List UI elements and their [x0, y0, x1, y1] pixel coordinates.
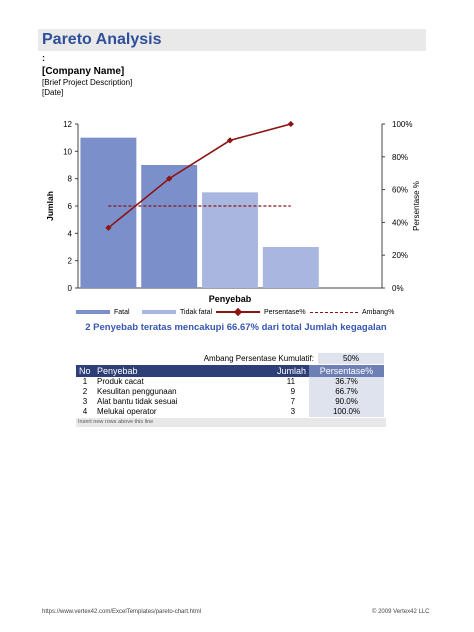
- header-persentase: Persentase%: [309, 365, 384, 377]
- legend-label-ambang: Ambang%: [362, 308, 395, 316]
- y-axis-label: Jumlah: [45, 191, 55, 221]
- y-tick-label: 12: [63, 120, 72, 129]
- project-description: [Brief Project Description]: [42, 78, 133, 87]
- y-tick-label: 2: [68, 257, 73, 266]
- threshold-label: Ambang Persentase Kumulatif:: [203, 354, 314, 363]
- summary-text: 2 Penyebab teratas mencakupi 66.67% dari…: [85, 322, 387, 333]
- cell-jumlah[interactable]: 9: [290, 387, 296, 396]
- colon-label: :: [42, 53, 45, 63]
- footer-copyright: © 2009 Vertex42 LLC: [372, 609, 430, 615]
- legend-swatch-ambang: [310, 311, 358, 313]
- cell-jumlah[interactable]: 3: [290, 407, 296, 416]
- persentase-point: [287, 120, 294, 128]
- y2-tick-label: 20%: [392, 251, 408, 260]
- cell-penyebab[interactable]: Kesulitan penggunaan: [97, 387, 177, 396]
- cell-jumlah[interactable]: 7: [290, 397, 296, 406]
- cell-penyebab[interactable]: Alat bantu tidak sesuai: [97, 397, 178, 406]
- pareto-chart: 0 2 4 6 8 10 12 0% 20% 40% 60% 80% 100% Jumlah Persent…: [45, 120, 421, 304]
- pareto-table: No Penyebab Jumlah Persentase% 1 Produk …: [76, 365, 384, 417]
- cell-no[interactable]: 1: [82, 377, 88, 386]
- y-tick-label: 4: [68, 229, 73, 238]
- persentase-line: [107, 123, 292, 229]
- y2-tick-label: 100%: [392, 120, 412, 129]
- y2-axis-label: Persentase %: [412, 181, 421, 231]
- footer-url[interactable]: https://www.vertex42.com/ExcelTemplates/…: [42, 609, 202, 615]
- bar-tidak-fatal: [262, 247, 319, 288]
- legend-label-persentase: Persentase%: [264, 308, 306, 316]
- y2-tick-label: 80%: [392, 153, 408, 162]
- bar-fatal: [141, 165, 198, 288]
- table-row: 4 Melukai operator 3 100.0%: [76, 407, 384, 417]
- y2-tick-label: 60%: [392, 186, 408, 195]
- cell-no[interactable]: 4: [82, 407, 88, 416]
- cell-persentase: 100.0%: [309, 407, 384, 417]
- y-tick-label: 0: [68, 284, 73, 293]
- y-tick-label: 6: [68, 202, 73, 211]
- x-axis-label: Penyebab: [209, 294, 252, 304]
- page-title: Pareto Analysis: [42, 31, 162, 48]
- insert-rows-note: Insert new rows above this line: [76, 418, 386, 427]
- persentase-point: [166, 175, 173, 182]
- persentase-point: [105, 224, 112, 231]
- table-header-row: No Penyebab Jumlah Persentase%: [76, 365, 384, 377]
- cell-persentase: 90.0%: [309, 397, 384, 407]
- legend-label-fatal: Fatal: [114, 308, 130, 316]
- title-bar: Pareto Analysis: [38, 29, 426, 51]
- bar-tidak-fatal: [202, 192, 258, 288]
- date-label: [Date]: [42, 88, 64, 97]
- y-tick-label: 10: [63, 147, 72, 156]
- legend-swatch-fatal: [76, 310, 110, 314]
- y-tick-label: 8: [68, 175, 73, 184]
- table-row: 1 Produk cacat 11 36.7%: [76, 377, 384, 387]
- legend-item-fatal: Fatal: [76, 306, 130, 318]
- legend-item-ambang: Ambang%: [310, 306, 394, 318]
- header-no: No: [76, 365, 94, 377]
- legend-swatch-tidak-fatal: [142, 310, 176, 314]
- y2-tick-label: 40%: [392, 218, 408, 227]
- legend-item-tidak-fatal: Tidak fatal: [142, 306, 212, 318]
- cell-penyebab[interactable]: Melukai operator: [97, 407, 157, 416]
- cell-persentase: 66.7%: [309, 387, 384, 397]
- cell-no[interactable]: 3: [82, 397, 88, 406]
- cell-penyebab[interactable]: Produk cacat: [97, 377, 144, 386]
- company-name: [Company Name]: [42, 66, 125, 77]
- header-jumlah: Jumlah: [265, 365, 310, 377]
- table-row: 3 Alat bantu tidak sesuai 7 90.0%: [76, 397, 384, 407]
- cell-jumlah[interactable]: 11: [286, 377, 296, 386]
- legend-swatch-persentase: [216, 307, 260, 317]
- cell-no[interactable]: 2: [82, 387, 88, 396]
- threshold-value[interactable]: 50%: [318, 353, 384, 364]
- chart-legend: Fatal Tidak fatal Persentase% Ambang%: [76, 306, 396, 318]
- legend-item-persentase: Persentase%: [216, 306, 306, 318]
- y2-tick-label: 0%: [392, 284, 404, 293]
- header-penyebab: Penyebab: [94, 365, 265, 377]
- table-row: 2 Kesulitan penggunaan 9 66.7%: [76, 387, 384, 397]
- cell-persentase: 36.7%: [309, 377, 384, 387]
- legend-label-tidak-fatal: Tidak fatal: [180, 308, 213, 316]
